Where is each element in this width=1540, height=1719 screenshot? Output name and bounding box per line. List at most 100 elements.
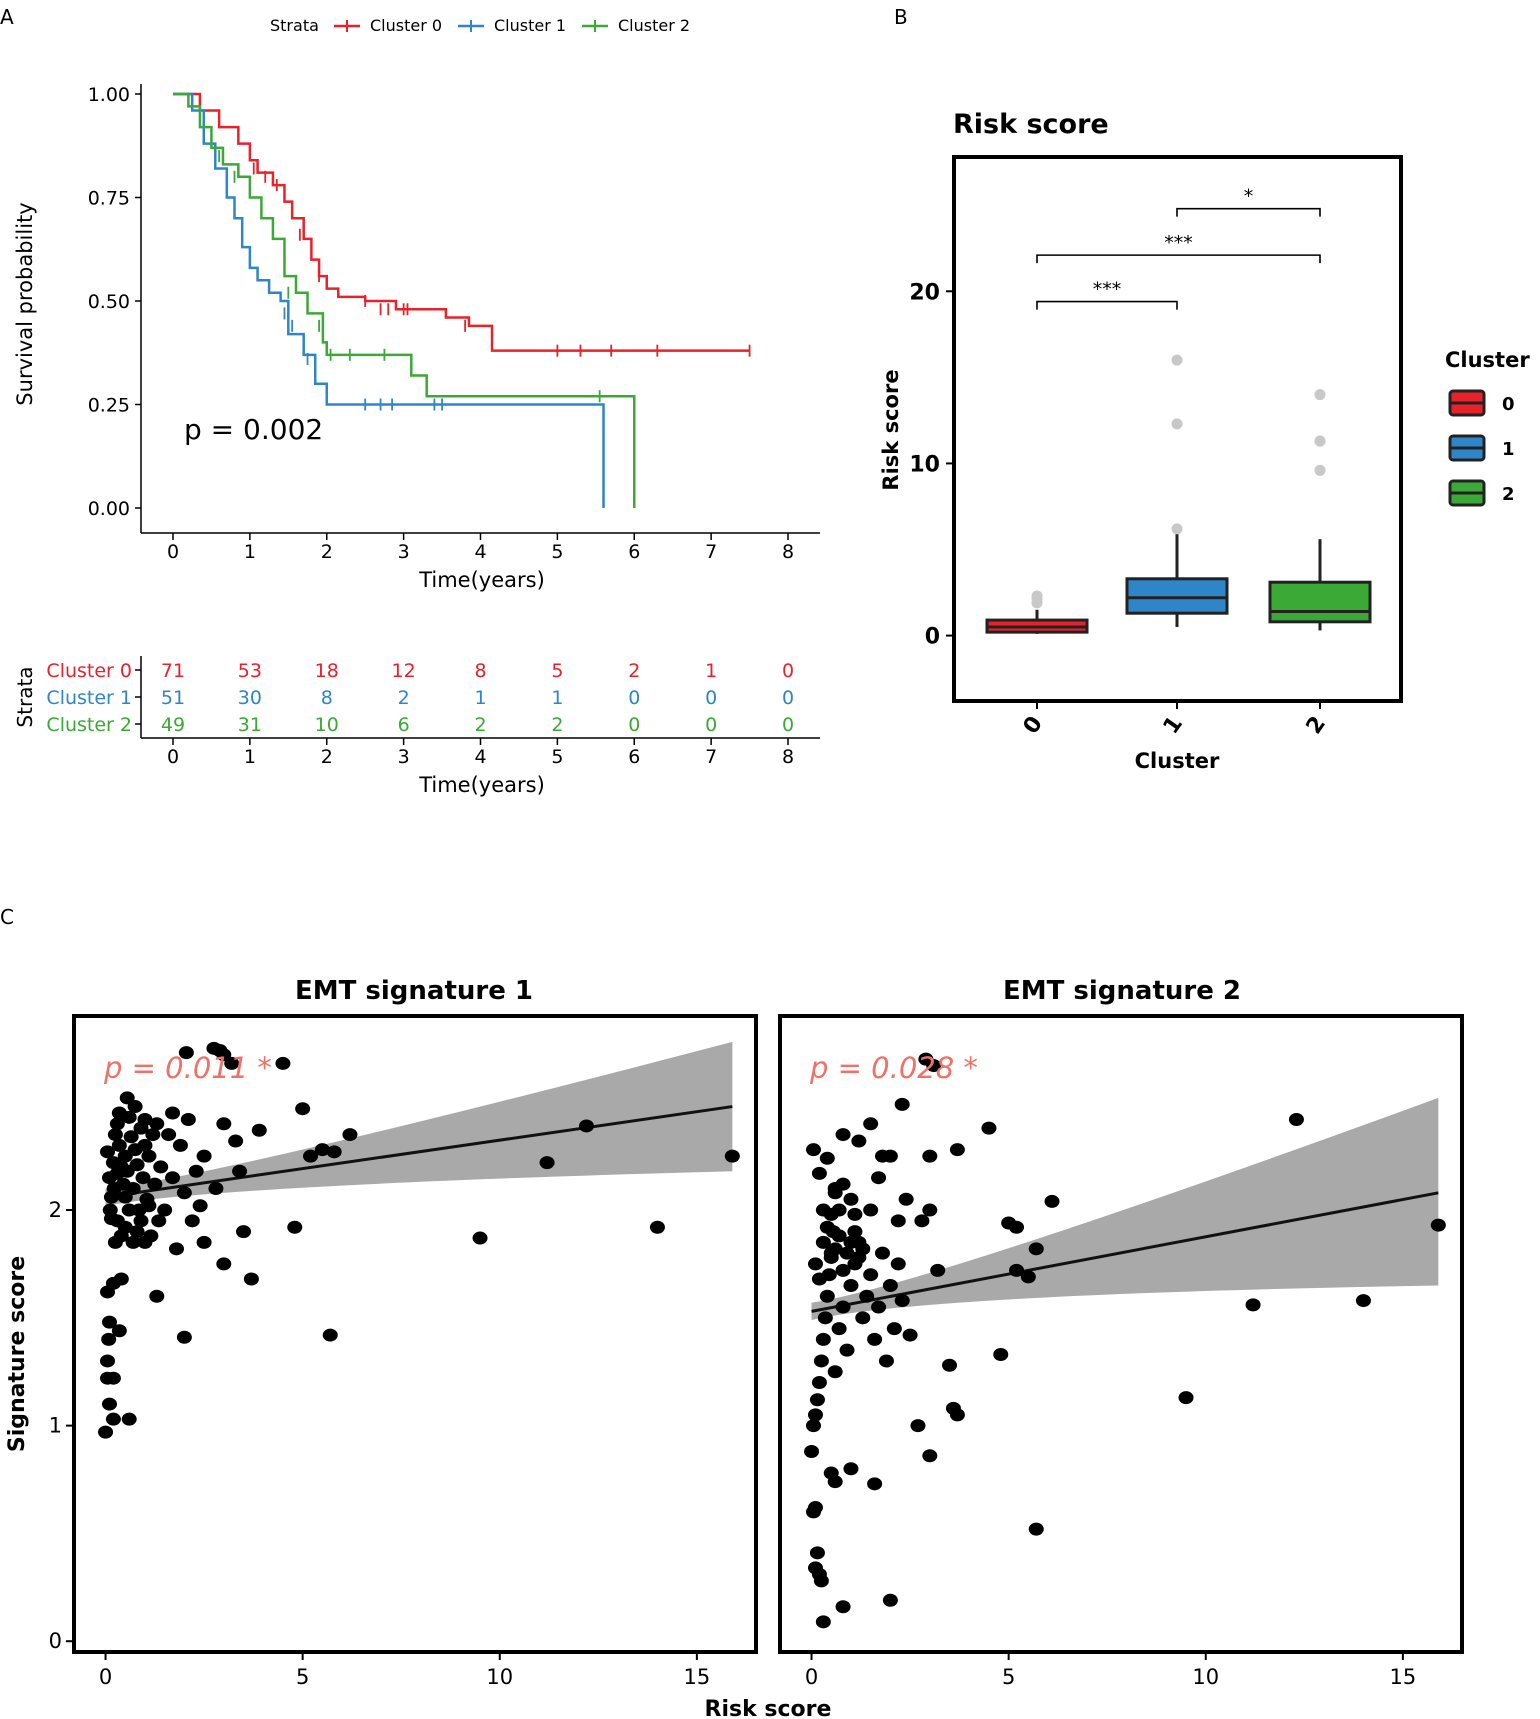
scatter-point [342,1128,358,1142]
box-y-label: Risk score [879,369,903,490]
scatter-point [827,1365,843,1379]
scatter-point [882,1593,898,1607]
risk-table-x-tick-label: 3 [398,746,410,768]
risk-table-row-label: Cluster 0 [46,660,132,682]
scatter-point [539,1156,555,1170]
scatter-point [922,1149,938,1163]
scatter-point [216,1257,232,1271]
scatter-point [111,1324,127,1338]
scatter-point [287,1220,303,1234]
box-significance-label: *** [1093,279,1122,301]
scatter-point [1028,1522,1044,1536]
scatter-point [121,1203,137,1217]
scatter-point [103,1190,119,1204]
scatter-point [827,1181,843,1195]
scatter-point [851,1134,867,1148]
scatter-point [578,1119,594,1133]
scatter-point [831,1203,847,1217]
risk-table-cell: 0 [782,687,794,709]
box-body-cluster-2 [1268,580,1372,624]
box-legend-label-0: 0 [1502,394,1515,415]
km-y-tick-label: 0.50 [88,291,130,313]
scatter-p-value: p = 0.028 * [809,1051,978,1085]
box-outlier-point [1314,389,1326,401]
scatter-point [176,1186,192,1200]
scatter-point [815,1235,831,1249]
scatter-point [141,1149,157,1163]
scatter-point [922,1203,938,1217]
scatter-point [141,1199,157,1213]
scatter-point [165,1171,181,1185]
km-legend-label-1: Cluster 1 [494,16,566,35]
scatter-point [224,1056,240,1070]
box-title: Risk score [953,109,1109,140]
scatter-point [815,1332,831,1346]
scatter-point [835,1600,851,1614]
scatter-point [831,1322,847,1336]
scatter-point [172,1138,188,1152]
scatter-point [472,1231,488,1245]
scatter-point [894,1294,910,1308]
scatter-point [863,1117,879,1131]
box-significance-bracket [1036,254,1321,264]
scatter-point [930,1263,946,1277]
box-y-tick-label: 20 [909,280,940,305]
scatter-point [878,1354,894,1368]
scatter-point [236,1225,252,1239]
scatter-point [819,1220,835,1234]
scatter-point [161,1128,177,1142]
scatter-point [855,1311,871,1325]
scatter-x-tick-label: 15 [1389,1665,1416,1689]
risk-table-x-tick-label: 0 [167,746,179,768]
scatter-point [835,1300,851,1314]
risk-table-cell: 2 [474,714,486,736]
km-legend-label-0: Cluster 0 [370,16,442,35]
km-y-tick-label: 0.75 [88,188,130,210]
scatter-point [807,1408,823,1422]
km-legend-title: Strata [270,16,319,35]
scatter-point [827,1475,843,1489]
risk-table-cell: 49 [161,714,185,736]
scatter-point [724,1149,740,1163]
scatter-x-label: Risk score [705,1697,832,1719]
scatter-point [926,1059,942,1073]
km-y-tick-label: 1.00 [88,84,130,106]
scatter-point [874,1246,890,1260]
scatter-point [101,1332,117,1346]
scatter-point [914,1214,930,1228]
scatter-point [196,1149,212,1163]
scatter-point [153,1160,169,1174]
scatter-point [232,1164,248,1178]
scatter-point [839,1343,855,1357]
scatter-point [809,1546,825,1560]
scatter-point [196,1235,212,1249]
km-y-tick-label: 0.25 [88,395,130,417]
box-legend-title: Cluster [1445,348,1530,372]
scatter-point [168,1242,184,1256]
scatter-point [1430,1218,1446,1232]
risk-table-x-tick-label: 8 [782,746,794,768]
scatter-point [133,1214,149,1228]
risk-table-x-tick-label: 7 [705,746,717,768]
scatter-point [1355,1294,1371,1308]
km-x-tick-label: 5 [551,541,563,563]
scatter-point [867,1332,883,1346]
km-x-tick-label: 3 [398,541,410,563]
scatter-point [1245,1298,1261,1312]
scatter-point [806,1143,822,1157]
scatter-point [275,1056,291,1070]
risk-table-x-tick-label: 1 [244,746,256,768]
panel-label-c: C [0,905,14,929]
box-x-label: Cluster [1135,749,1220,773]
scatter-point [890,1214,906,1228]
risk-table-cell: 2 [628,660,640,682]
risk-table-x-tick-label: 4 [474,746,486,768]
scatter-sig1-title: EMT signature 1 [295,976,533,1006]
box-outlier-point [1171,418,1183,430]
box-outlier-point [1171,523,1183,535]
scatter-point [843,1462,859,1476]
scatter-point [135,1171,151,1185]
scatter-point [184,1214,200,1228]
